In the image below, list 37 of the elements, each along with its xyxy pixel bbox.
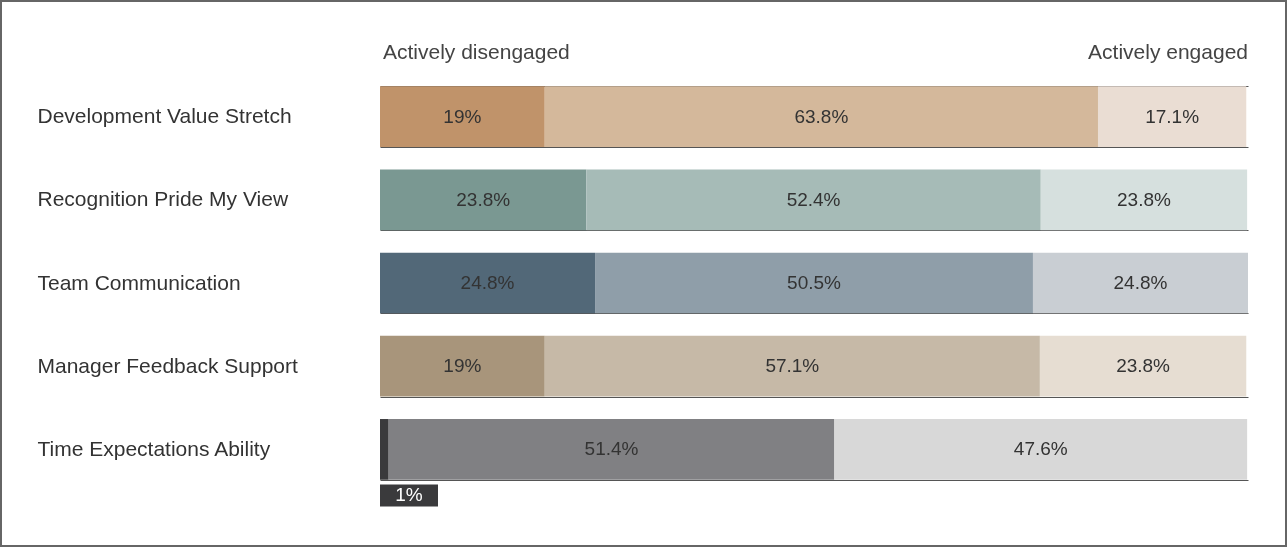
bar bbox=[595, 252, 1033, 314]
bar bbox=[380, 169, 587, 231]
y-tick-label: Development Value Stretch bbox=[37, 104, 292, 128]
data-label: 17.1% bbox=[1145, 105, 1200, 127]
bar bbox=[544, 335, 1040, 397]
data-label: 24.8% bbox=[1113, 272, 1168, 293]
bar bbox=[1040, 169, 1248, 231]
y-tick-label: Recognition Pride My View bbox=[37, 187, 289, 211]
data-label: 24.8% bbox=[460, 272, 515, 293]
data-label: 63.8% bbox=[794, 105, 849, 127]
y-tick-label: Team Communication bbox=[37, 270, 241, 294]
data-label: 19% bbox=[443, 355, 482, 377]
data-label: 50.5% bbox=[787, 272, 842, 293]
bar bbox=[1032, 252, 1248, 314]
bar bbox=[380, 419, 389, 480]
data-label: 23.8% bbox=[1116, 355, 1171, 377]
bar bbox=[388, 419, 835, 480]
data-label: 1% bbox=[395, 484, 423, 506]
data-label: 47.6% bbox=[1013, 438, 1068, 460]
data-label: 51.4% bbox=[584, 438, 639, 460]
y-tick-label: Time Expectations Ability bbox=[37, 436, 271, 460]
data-label: 23.8% bbox=[456, 188, 511, 210]
bar bbox=[1039, 335, 1247, 397]
text: Actively disengaged bbox=[383, 40, 570, 63]
data-label: 52.4% bbox=[786, 188, 841, 210]
bar bbox=[586, 169, 1041, 231]
y-tick-label: Manager Feedback Support bbox=[37, 353, 298, 377]
bar bbox=[380, 335, 545, 397]
data-label: 19% bbox=[443, 105, 482, 127]
bar bbox=[380, 86, 545, 147]
data-label: 57.1% bbox=[765, 355, 820, 377]
bar bbox=[544, 86, 1098, 147]
bar bbox=[834, 419, 1248, 480]
bar bbox=[380, 252, 596, 314]
bar bbox=[1097, 86, 1247, 147]
text: Actively engaged bbox=[1088, 40, 1248, 63]
data-label: 23.8% bbox=[1117, 188, 1171, 210]
